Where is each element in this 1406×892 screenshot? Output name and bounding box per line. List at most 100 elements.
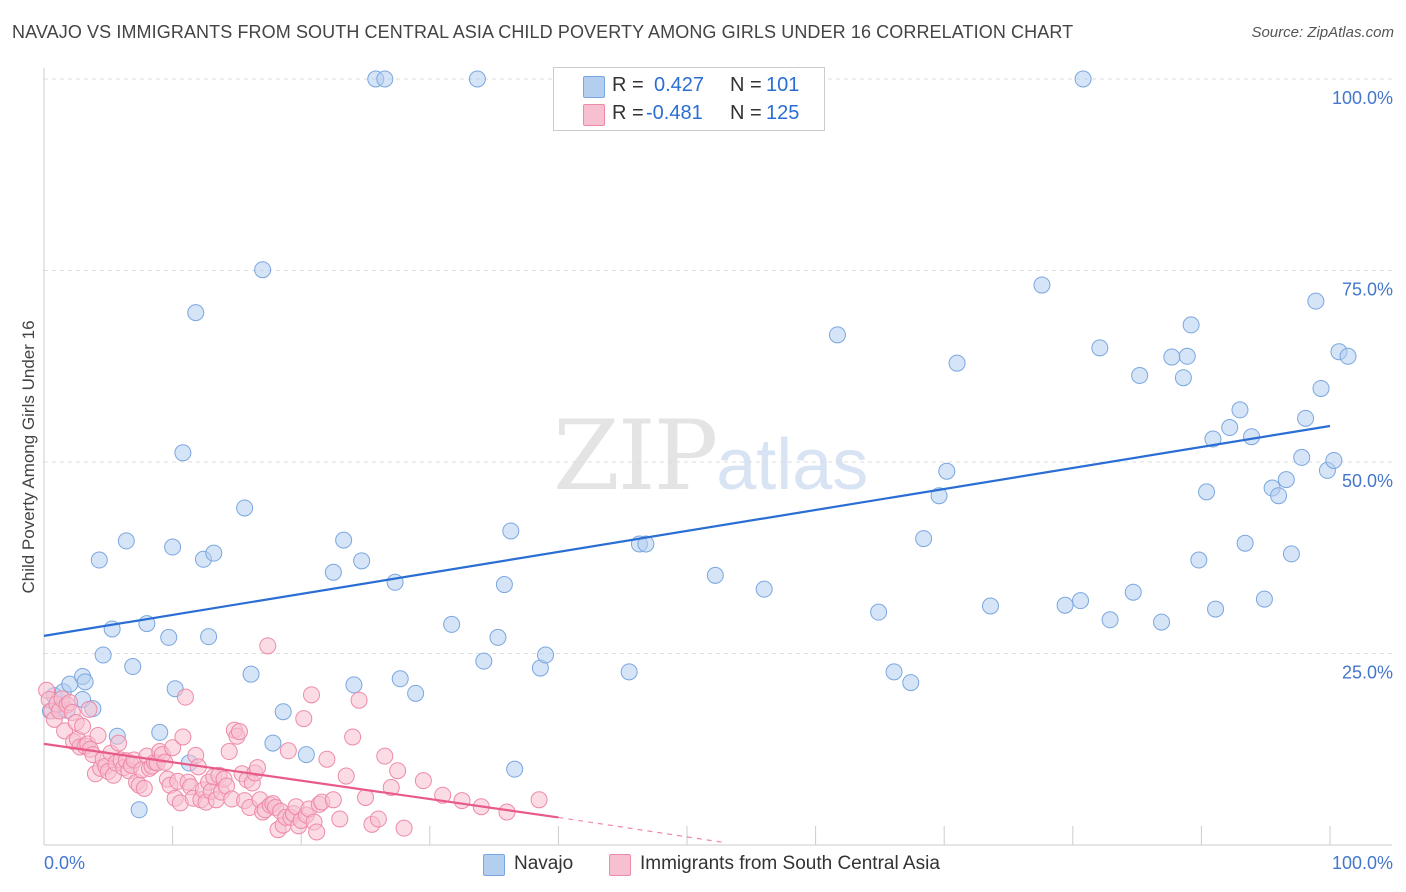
- immigrant-point: [453, 792, 471, 810]
- navajo-point: [90, 551, 108, 569]
- immigrant-trend-line: [43, 742, 559, 819]
- immigrant-point: [369, 810, 387, 828]
- chart-title: NAVAJO VS IMMIGRANTS FROM SOUTH CENTRAL …: [12, 22, 1074, 42]
- immigrant-point: [89, 726, 107, 744]
- navajo-point: [828, 326, 846, 344]
- navajo-legend-swatch: [483, 854, 505, 876]
- stats-row-navajo: R = 0.427 N = 101: [554, 73, 824, 99]
- navajo-point: [915, 530, 933, 548]
- navajo-point: [174, 444, 192, 462]
- navajo-point: [1312, 379, 1330, 397]
- navajo-point: [324, 563, 342, 581]
- immigrant-point: [135, 779, 153, 797]
- navajo-point: [76, 673, 94, 691]
- r-value: 0.427: [654, 74, 705, 96]
- navajo-point: [124, 658, 142, 676]
- navajo-point: [1243, 428, 1261, 446]
- immigrant-point: [279, 742, 297, 760]
- navajo-point: [160, 628, 178, 646]
- navajo-point: [1204, 430, 1222, 448]
- navajo-point: [117, 532, 135, 550]
- navajo-point: [620, 663, 638, 681]
- navajo-point: [236, 499, 254, 517]
- navajo-point: [1056, 596, 1074, 614]
- trend-lines: [43, 424, 1331, 844]
- immigrant-point: [248, 759, 266, 777]
- y-tick-label: 100.0%: [1332, 88, 1393, 108]
- immigrant-point: [350, 691, 368, 709]
- navajo-point: [1153, 613, 1171, 631]
- navajo-point: [885, 663, 903, 681]
- navajo-point: [274, 703, 292, 721]
- immigrant-point: [74, 717, 92, 735]
- immigrant-point: [259, 637, 277, 655]
- watermark-atlas: atlas: [716, 425, 869, 505]
- y-tick-label: 75.0%: [1342, 280, 1393, 300]
- navajo-point: [1091, 339, 1109, 357]
- navajo-point: [1182, 316, 1200, 334]
- navajo-point: [1282, 545, 1300, 563]
- immigrant-point: [357, 789, 374, 807]
- navajo-point: [254, 261, 272, 279]
- navajo-point: [948, 354, 966, 372]
- series-legend: Navajo Immigrants from South Central Asi…: [0, 850, 1406, 878]
- navajo-point: [1074, 70, 1092, 88]
- immigrant-point: [331, 810, 349, 828]
- immigrant-point: [176, 688, 194, 706]
- navajo-point: [1325, 451, 1343, 469]
- immigrant-point: [382, 779, 400, 797]
- immigrant-trend-extension: [558, 816, 726, 844]
- navajo-point: [502, 522, 520, 540]
- navajo-point: [353, 552, 371, 570]
- navajo-point: [468, 70, 486, 88]
- r-label: R =: [612, 102, 644, 124]
- navajo-point: [187, 304, 205, 322]
- y-axis-label: Child Poverty Among Girls Under 16: [19, 320, 38, 593]
- immigrant-point: [295, 710, 313, 728]
- immigrant-point: [318, 750, 336, 768]
- navajo-point: [1190, 551, 1208, 569]
- navajo-point: [242, 665, 260, 683]
- navajo-point: [938, 462, 956, 480]
- n-label: N =: [730, 74, 762, 96]
- navajo-point: [1124, 583, 1142, 601]
- navajo-point: [1101, 611, 1119, 629]
- y-tick-label: 50.0%: [1342, 471, 1393, 491]
- navajo-point: [981, 597, 999, 615]
- immigrant-point: [530, 791, 548, 809]
- navajo-point: [1163, 348, 1181, 366]
- tick-labels: 25.0% 50.0% 75.0% 100.0% 0.0% 100.0%: [44, 88, 1393, 873]
- immigrant-points: [38, 637, 548, 841]
- r-value: -0.481: [646, 102, 703, 124]
- navajo-point: [1255, 590, 1273, 608]
- navajo-point: [264, 734, 282, 752]
- x-tick-label: 0.0%: [44, 853, 85, 873]
- navajo-point: [1297, 409, 1315, 427]
- immigrant-point: [337, 767, 355, 785]
- navajo-point: [489, 628, 507, 646]
- immigrant-point: [302, 686, 320, 704]
- navajo-trend-line: [43, 424, 1331, 637]
- navajo-point: [870, 603, 888, 621]
- r-label: R =: [612, 74, 644, 96]
- navajo-point: [1207, 600, 1225, 618]
- n-value: 125: [766, 102, 800, 124]
- immigrant-point: [80, 700, 98, 718]
- immigrant-point: [389, 762, 407, 780]
- navajo-legend-label: Navajo: [514, 853, 574, 874]
- navajo-point: [345, 676, 363, 694]
- immigrant-point: [376, 747, 394, 765]
- navajo-point: [1221, 419, 1239, 437]
- navajo-point: [495, 576, 513, 594]
- navajo-point: [1198, 483, 1216, 501]
- immigrant-point: [324, 791, 342, 809]
- immigrant-point: [344, 728, 362, 746]
- navajo-point: [706, 566, 724, 584]
- stats-legend: R = 0.427 N = 101 R = -0.481 N = 125: [553, 67, 825, 131]
- navajo-point: [1072, 592, 1090, 610]
- navajo-point: [443, 615, 461, 633]
- immigrant-point: [220, 743, 238, 761]
- watermark-zip: ZIP: [553, 400, 718, 512]
- navajo-point: [1270, 487, 1288, 505]
- chart-source: Source: ZipAtlas.com: [1251, 24, 1394, 41]
